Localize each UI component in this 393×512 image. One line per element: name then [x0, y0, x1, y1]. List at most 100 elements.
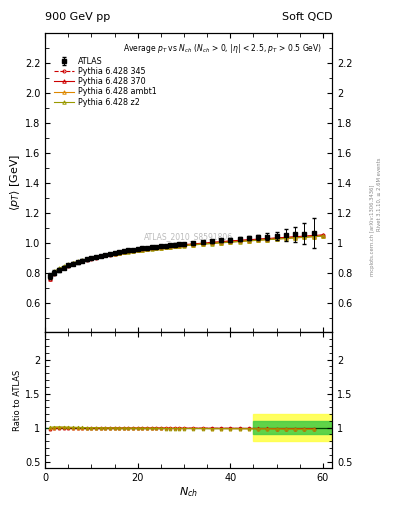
Pythia 6.428 370	[140, 246, 145, 252]
Pythia 6.428 z2	[293, 235, 298, 241]
Pythia 6.428 345	[302, 233, 307, 240]
Pythia 6.428 370	[311, 232, 316, 239]
Pythia 6.428 345	[200, 240, 205, 246]
Pythia 6.428 345	[173, 243, 177, 249]
Pythia 6.428 345	[283, 234, 288, 241]
Pythia 6.428 370	[80, 258, 84, 264]
Pythia 6.428 ambt1	[140, 247, 145, 253]
Pythia 6.428 z2	[117, 250, 121, 256]
Pythia 6.428 ambt1	[274, 236, 279, 242]
Line: Pythia 6.428 ambt1: Pythia 6.428 ambt1	[48, 234, 325, 279]
Pythia 6.428 345	[94, 254, 99, 261]
Pythia 6.428 ambt1	[320, 233, 325, 239]
Pythia 6.428 z2	[145, 246, 149, 252]
Pythia 6.428 345	[320, 232, 325, 238]
Pythia 6.428 ambt1	[173, 243, 177, 249]
Pythia 6.428 ambt1	[75, 259, 80, 265]
Pythia 6.428 ambt1	[283, 236, 288, 242]
Pythia 6.428 370	[94, 254, 99, 260]
Pythia 6.428 345	[256, 237, 261, 243]
Pythia 6.428 z2	[84, 256, 89, 262]
Pythia 6.428 370	[177, 242, 182, 248]
Pythia 6.428 345	[228, 238, 233, 244]
Pythia 6.428 345	[311, 233, 316, 239]
Pythia 6.428 ambt1	[80, 258, 84, 264]
Pythia 6.428 345	[57, 267, 61, 273]
Pythia 6.428 345	[52, 271, 57, 277]
Pythia 6.428 345	[117, 250, 121, 256]
Pythia 6.428 370	[163, 243, 168, 249]
Pythia 6.428 ambt1	[131, 248, 136, 254]
Pythia 6.428 z2	[66, 261, 71, 267]
Pythia 6.428 ambt1	[117, 250, 121, 256]
Pythia 6.428 ambt1	[246, 238, 251, 244]
Pythia 6.428 z2	[265, 237, 270, 243]
Pythia 6.428 ambt1	[89, 255, 94, 261]
Pythia 6.428 ambt1	[237, 238, 242, 244]
Pythia 6.428 ambt1	[311, 233, 316, 240]
Pythia 6.428 ambt1	[112, 250, 117, 257]
Pythia 6.428 z2	[200, 241, 205, 247]
Pythia 6.428 345	[75, 260, 80, 266]
Pythia 6.428 370	[191, 241, 196, 247]
Pythia 6.428 370	[154, 244, 159, 250]
Pythia 6.428 z2	[48, 272, 52, 279]
Pythia 6.428 345	[219, 239, 223, 245]
Pythia 6.428 z2	[173, 243, 177, 249]
Pythia 6.428 z2	[283, 236, 288, 242]
Pythia 6.428 ambt1	[302, 234, 307, 240]
Bar	[253, 421, 332, 435]
Pythia 6.428 370	[126, 248, 131, 254]
Pythia 6.428 370	[57, 267, 61, 273]
Pythia 6.428 370	[48, 275, 52, 282]
Pythia 6.428 345	[48, 276, 52, 282]
Pythia 6.428 370	[103, 252, 108, 258]
Pythia 6.428 370	[131, 247, 136, 253]
Pythia 6.428 345	[98, 253, 103, 260]
Pythia 6.428 ambt1	[293, 234, 298, 241]
Pythia 6.428 z2	[80, 257, 84, 263]
X-axis label: $N_{ch}$: $N_{ch}$	[179, 485, 198, 499]
Pythia 6.428 370	[89, 255, 94, 261]
Pythia 6.428 345	[61, 265, 66, 271]
Pythia 6.428 ambt1	[256, 237, 261, 243]
Pythia 6.428 z2	[121, 249, 126, 255]
Pythia 6.428 ambt1	[66, 262, 71, 268]
Pythia 6.428 ambt1	[94, 254, 99, 260]
Pythia 6.428 370	[98, 253, 103, 259]
Pythia 6.428 z2	[177, 243, 182, 249]
Pythia 6.428 345	[84, 257, 89, 263]
Pythia 6.428 370	[168, 243, 173, 249]
Pythia 6.428 345	[140, 246, 145, 252]
Pythia 6.428 ambt1	[48, 274, 52, 280]
Pythia 6.428 345	[209, 240, 214, 246]
Pythia 6.428 345	[182, 242, 186, 248]
Pythia 6.428 370	[219, 239, 223, 245]
Pythia 6.428 370	[149, 245, 154, 251]
Pythia 6.428 ambt1	[103, 252, 108, 259]
Pythia 6.428 ambt1	[98, 253, 103, 259]
Pythia 6.428 345	[103, 252, 108, 259]
Pythia 6.428 z2	[149, 246, 154, 252]
Pythia 6.428 345	[135, 247, 140, 253]
Pythia 6.428 370	[117, 249, 121, 255]
Pythia 6.428 ambt1	[154, 245, 159, 251]
Pythia 6.428 345	[246, 237, 251, 243]
Pythia 6.428 345	[149, 245, 154, 251]
Line: Pythia 6.428 370: Pythia 6.428 370	[48, 233, 325, 281]
Pythia 6.428 z2	[237, 239, 242, 245]
Pythia 6.428 z2	[256, 237, 261, 243]
Pythia 6.428 z2	[274, 236, 279, 242]
Pythia 6.428 345	[126, 248, 131, 254]
Pythia 6.428 ambt1	[219, 240, 223, 246]
Pythia 6.428 z2	[158, 245, 163, 251]
Pythia 6.428 345	[71, 261, 75, 267]
Pythia 6.428 ambt1	[265, 237, 270, 243]
Pythia 6.428 370	[274, 235, 279, 241]
Pythia 6.428 z2	[182, 243, 186, 249]
Pythia 6.428 z2	[163, 244, 168, 250]
Pythia 6.428 345	[145, 246, 149, 252]
Pythia 6.428 ambt1	[168, 244, 173, 250]
Pythia 6.428 370	[66, 262, 71, 268]
Pythia 6.428 ambt1	[71, 260, 75, 266]
